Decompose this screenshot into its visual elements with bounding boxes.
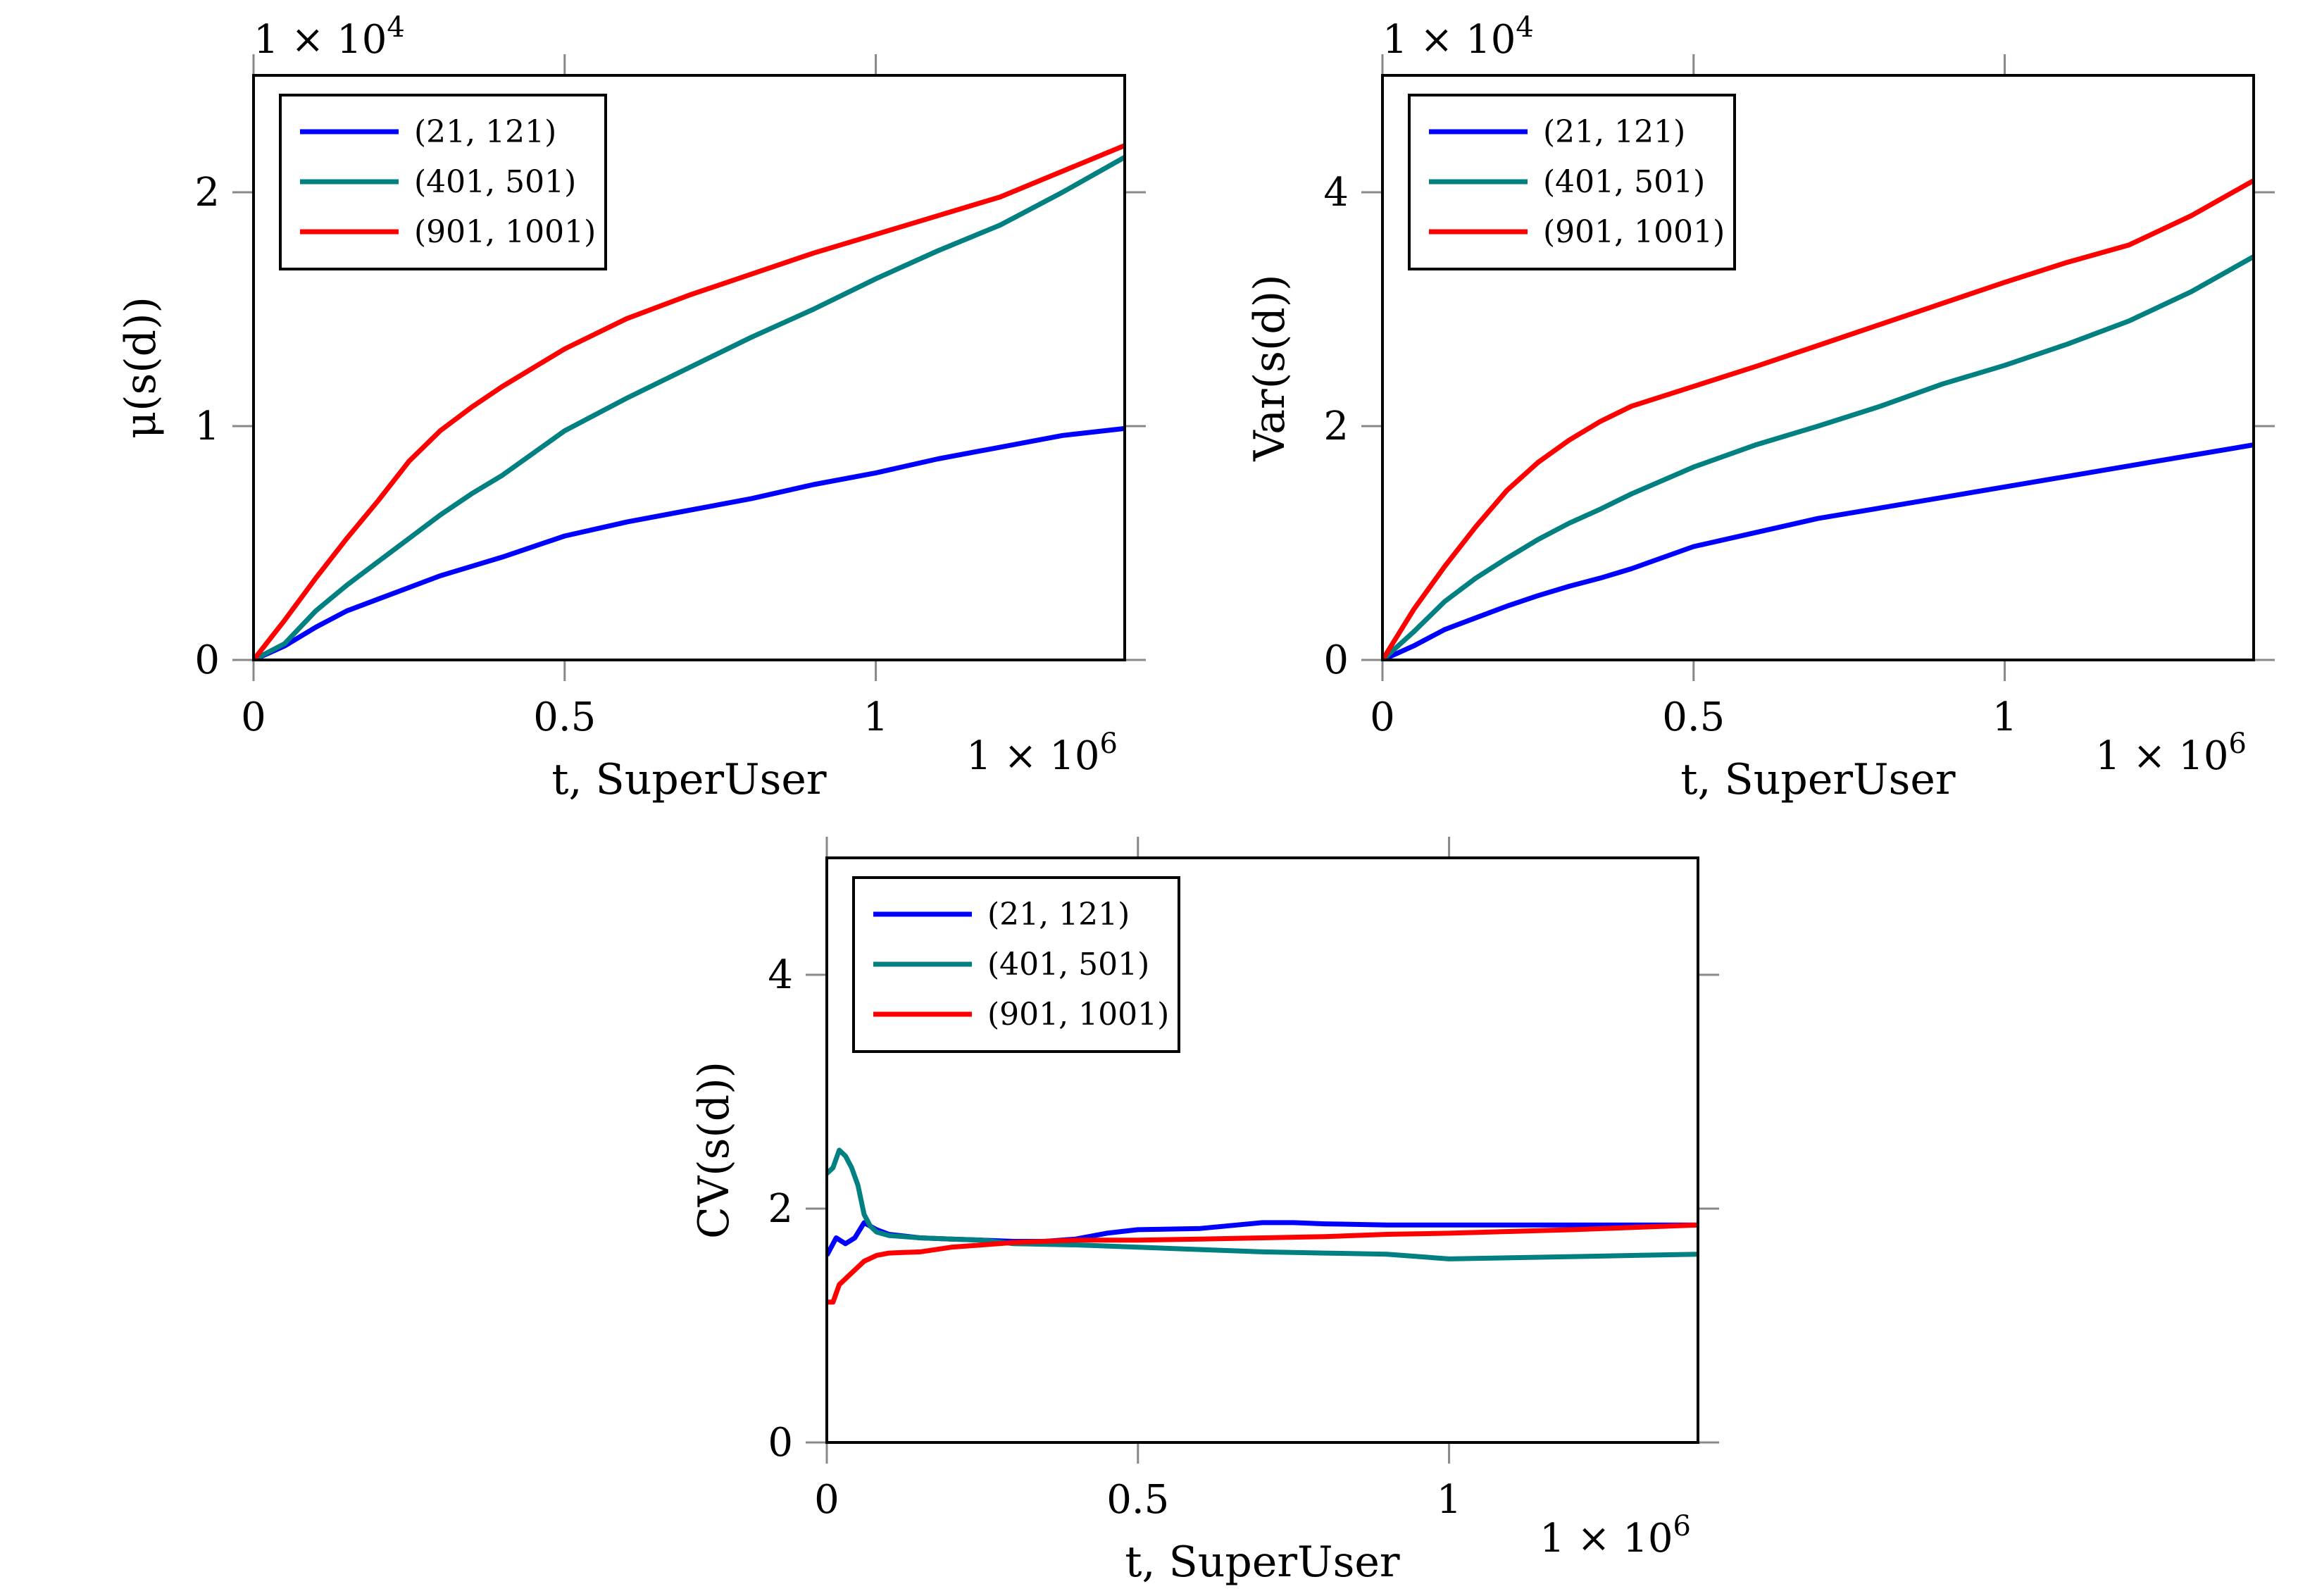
x-multiplier: 1 × 106 [966,728,1118,779]
legend-label: (401, 501) [414,164,576,200]
y-tick-label: 2 [768,1186,793,1232]
x-tick-label: 0 [241,694,266,740]
x-tick-label: 1 [1437,1477,1462,1523]
x-tick-label: 0.5 [1662,694,1725,740]
y-axis-label: CV(s(d)) [689,1061,739,1239]
x-tick-label: 1 [1992,694,2018,740]
legend-label: (21, 121) [1543,114,1685,150]
y-tick-label: 0 [194,637,220,683]
x-multiplier: 1 × 106 [1540,1510,1691,1561]
y-tick-label: 2 [1323,404,1349,449]
y-multiplier: 1 × 104 [254,11,405,63]
plot-frame [1381,74,2255,661]
x-tick-label: 0 [814,1477,839,1523]
x-multiplier: 1 × 106 [2095,728,2247,779]
x-axis-label: t, SuperUser [1680,755,1955,804]
series-line-2 [254,143,1125,660]
series-line-2 [1382,178,2254,660]
x-tick-label: 0.5 [533,694,596,740]
series-line-1 [254,155,1125,660]
plot-frame [825,856,1699,1444]
legend-label: (401, 501) [987,947,1149,983]
y-tick-label: 0 [768,1420,793,1466]
y-multiplier: 1 × 104 [1382,11,1534,63]
y-tick-label: 0 [1323,637,1349,683]
y-axis-label: μ(s(d)) [116,297,166,439]
legend-label: (21, 121) [414,114,556,150]
y-tick-label: 2 [194,170,220,216]
legend-label: (901, 1001) [414,214,596,250]
y-tick-label: 1 [194,404,220,449]
legend-label: (401, 501) [1543,164,1705,200]
y-tick-label: 4 [1323,170,1349,216]
series-line-2 [827,1222,1698,1305]
plot-frame [252,74,1126,661]
series-line-0 [1382,442,2254,660]
series-line-0 [254,425,1125,660]
x-tick-label: 1 [863,694,889,740]
legend-label: (901, 1001) [1543,214,1725,250]
x-tick-label: 0.5 [1106,1477,1169,1523]
y-axis-label: Var(s(d)) [1245,274,1294,461]
x-axis-label: t, SuperUser [551,755,826,804]
x-tick-label: 0 [1370,694,1395,740]
chart-panel-cv: 0 0.5 1 0 2 4 (21, 121) (401, 501) (901, 1001) t,… [689,837,1719,1587]
legend-label: (21, 121) [987,897,1130,933]
x-axis-label: t, SuperUser [1125,1538,1399,1587]
series-line-1 [827,1147,1698,1261]
chart-panel-mean: 0 0.5 1 0 1 2 (21, 121) (401, 501) (901, 1001) t,… [116,11,1146,804]
chart-panel-variance: 0 0.5 1 0 2 4 (21, 121) (401, 501) (901, 1001) t,… [1245,11,2275,804]
legend-label: (901, 1001) [987,997,1169,1033]
series-line-1 [1382,254,2254,660]
y-tick-label: 4 [768,952,793,998]
